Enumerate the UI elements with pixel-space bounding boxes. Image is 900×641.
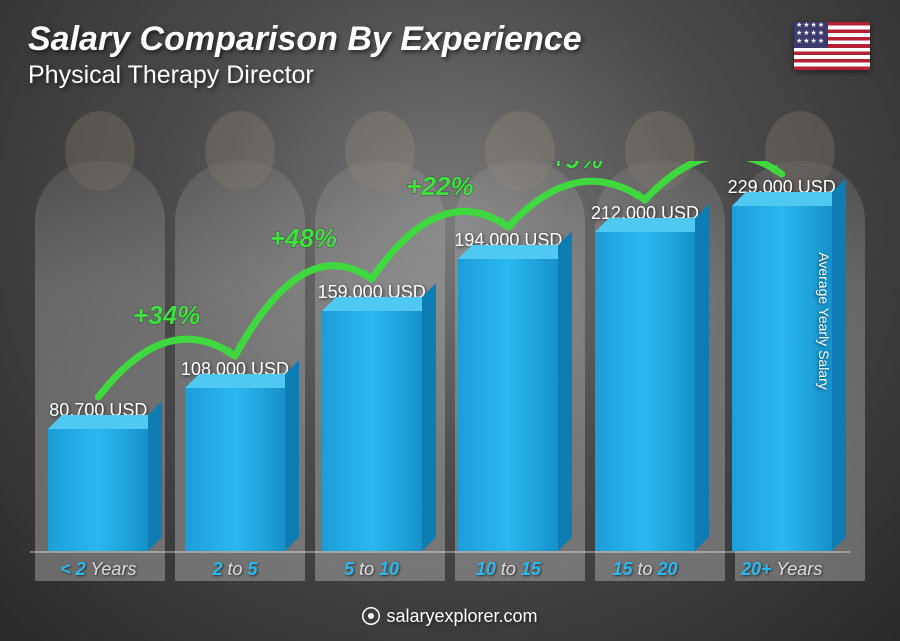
bars-container: 80,700 USD108,000 USD159,000 USD194,000 …	[30, 161, 850, 551]
x-axis-label: < 2 Years	[30, 553, 167, 581]
title-main: Salary Comparison By Experience	[28, 20, 582, 59]
x-axis: < 2 Years2 to 55 to 1010 to 1515 to 2020…	[30, 551, 850, 581]
title-sub: Physical Therapy Director	[28, 61, 582, 90]
bar	[48, 429, 148, 551]
title-block: Salary Comparison By Experience Physical…	[28, 20, 582, 90]
x-axis-label: 15 to 20	[577, 553, 714, 581]
x-axis-label: 20+ Years	[713, 553, 850, 581]
logo-icon	[362, 607, 380, 625]
bar-slot: 212,000 USD	[577, 161, 714, 551]
bar	[322, 311, 422, 551]
bar	[595, 232, 695, 551]
bar	[185, 388, 285, 551]
x-axis-label: 2 to 5	[167, 553, 304, 581]
footer-text: salaryexplorer.com	[386, 606, 537, 626]
y-axis-label: Average Yearly Salary	[815, 252, 831, 390]
us-flag-icon	[794, 22, 870, 70]
bar-chart: 80,700 USD108,000 USD159,000 USD194,000 …	[30, 120, 850, 581]
x-axis-label: 5 to 10	[303, 553, 440, 581]
bar-slot: 194,000 USD	[440, 161, 577, 551]
bar	[458, 259, 558, 551]
bar-slot: 80,700 USD	[30, 161, 167, 551]
bar-slot: 108,000 USD	[167, 161, 304, 551]
bar-slot: 159,000 USD	[303, 161, 440, 551]
footer: salaryexplorer.com	[0, 606, 900, 627]
x-axis-label: 10 to 15	[440, 553, 577, 581]
